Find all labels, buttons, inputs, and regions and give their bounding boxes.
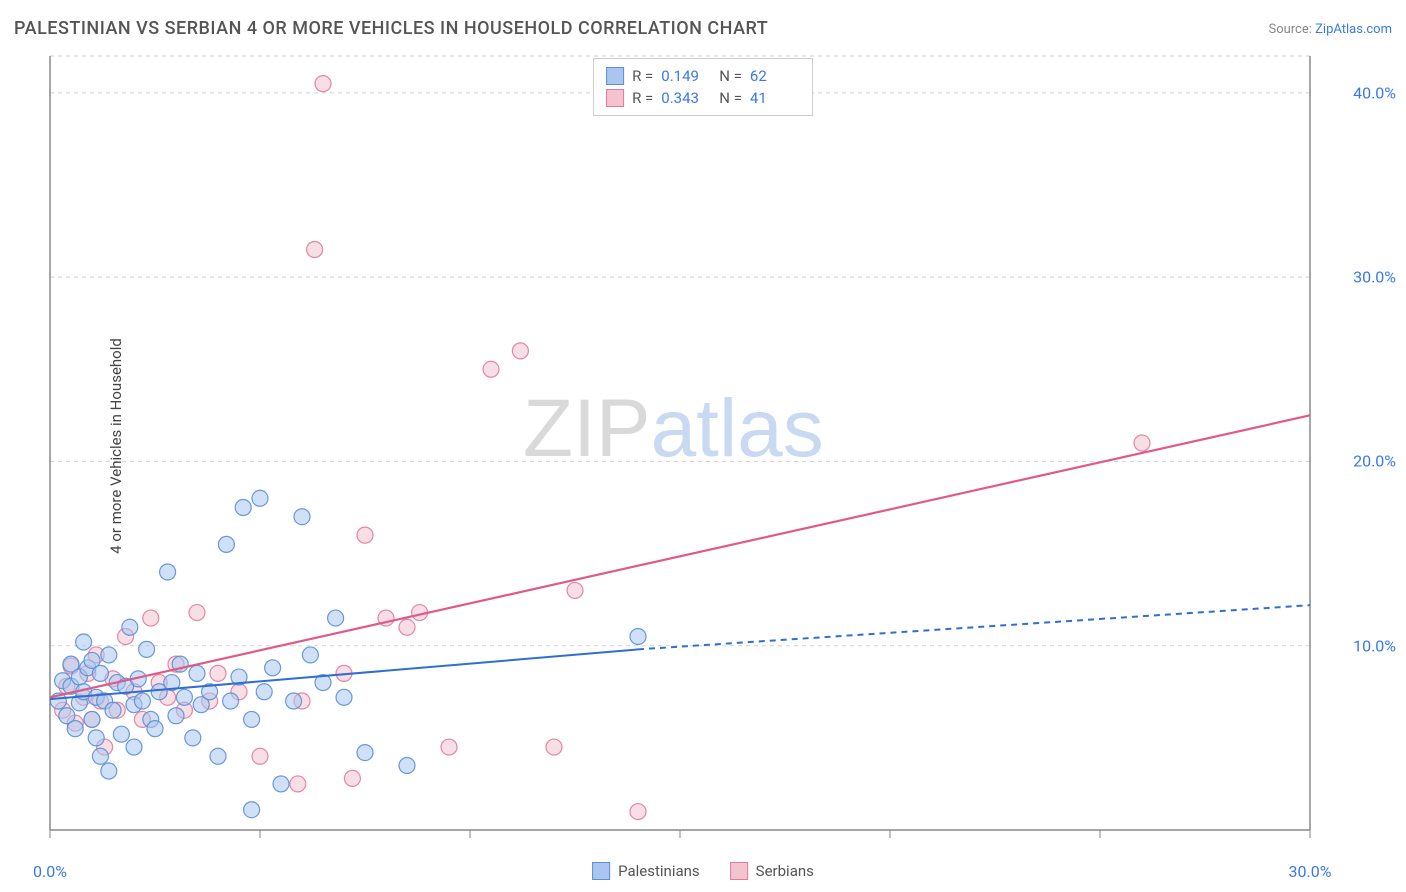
r-label: R = — [632, 65, 653, 87]
y-tick-label: 30.0% — [1353, 268, 1396, 287]
r-value: 0.343 — [661, 87, 711, 109]
series-legend: Palestinians Serbians — [592, 862, 814, 880]
legend-row-1: R = 0.149 N = 62 — [606, 65, 800, 87]
scatter-plot — [0, 0, 1406, 892]
y-tick-label: 20.0% — [1353, 452, 1396, 471]
source-prefix: Source: — [1268, 22, 1315, 37]
source-attribution: Source: ZipAtlas.com — [1268, 22, 1392, 37]
swatch-series2 — [730, 862, 748, 880]
n-value: 62 — [750, 65, 800, 87]
source-link[interactable]: ZipAtlas.com — [1315, 22, 1392, 37]
swatch-series2 — [606, 89, 624, 107]
legend-label: Palestinians — [618, 862, 700, 880]
y-tick-label: 10.0% — [1353, 636, 1396, 655]
legend-label: Serbians — [756, 862, 814, 880]
legend-row-2: R = 0.343 N = 41 — [606, 87, 800, 109]
chart-container: PALESTINIAN VS SERBIAN 4 OR MORE VEHICLE… — [0, 0, 1406, 892]
legend-item-palestinians: Palestinians — [592, 862, 700, 880]
legend-item-serbians: Serbians — [730, 862, 814, 880]
x-tick-label: 0.0% — [33, 862, 67, 881]
chart-title: PALESTINIAN VS SERBIAN 4 OR MORE VEHICLE… — [14, 18, 768, 39]
y-tick-label: 40.0% — [1353, 83, 1396, 102]
n-value: 41 — [750, 87, 800, 109]
n-label: N = — [719, 87, 742, 109]
y-axis-label: 4 or more Vehicles in Household — [107, 338, 125, 554]
r-label: R = — [632, 87, 653, 109]
swatch-series1 — [606, 67, 624, 85]
r-value: 0.149 — [661, 65, 711, 87]
n-label: N = — [719, 65, 742, 87]
swatch-series1 — [592, 862, 610, 880]
correlation-legend: R = 0.149 N = 62 R = 0.343 N = 41 — [593, 58, 813, 116]
x-tick-label: 30.0% — [1289, 862, 1332, 881]
